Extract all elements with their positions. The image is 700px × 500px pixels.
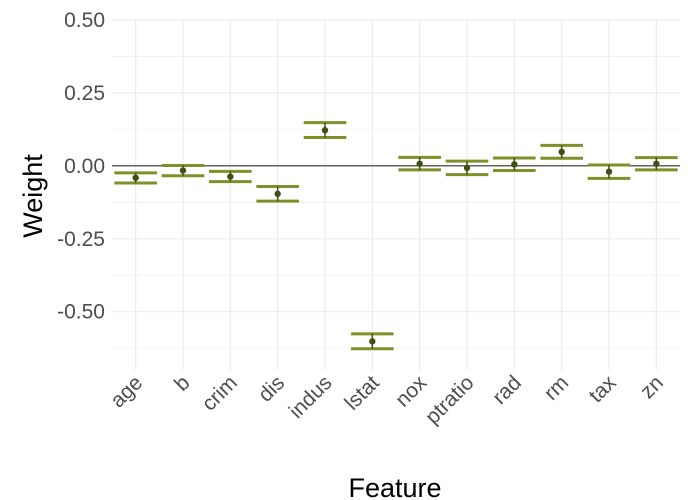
x-tick-label: zn: [636, 371, 668, 403]
x-tick-label: nox: [391, 371, 432, 412]
x-tick-label: crim: [198, 371, 242, 415]
y-tick-label: 0.00: [64, 155, 105, 178]
x-tick-label: age: [106, 371, 147, 412]
data-point: [416, 160, 423, 167]
y-axis-ticks: 0.50 0.25 0.00 -0.25 -0.50: [57, 9, 105, 324]
x-tick-label: b: [170, 371, 195, 396]
data-points: [132, 127, 660, 345]
data-point: [321, 127, 329, 134]
data-point: [274, 190, 281, 198]
x-tick-label: dis: [254, 371, 289, 406]
x-tick-label: tax: [584, 371, 620, 407]
x-tick-label: ptratio: [421, 371, 479, 429]
x-tick-label: rm: [540, 371, 574, 405]
data-point: [605, 168, 613, 175]
y-axis-title: Weight: [18, 154, 48, 238]
data-point: [227, 173, 234, 180]
data-point: [558, 148, 565, 156]
y-tick-label: 0.50: [64, 9, 105, 32]
data-point: [463, 164, 471, 172]
x-tick-label: indus: [285, 371, 337, 423]
data-point: [653, 160, 660, 167]
y-tick-label: -0.25: [57, 228, 105, 251]
grid: [112, 19, 680, 370]
x-tick-label: lstat: [340, 371, 384, 415]
data-point: [369, 338, 376, 345]
error-bars: [114, 121, 678, 351]
x-tick-label: rad: [488, 371, 526, 409]
y-tick-label: -0.50: [57, 301, 105, 324]
x-axis-title: Feature: [348, 473, 441, 500]
data-point: [179, 167, 187, 174]
data-point: [132, 174, 139, 181]
y-tick-label: 0.25: [64, 82, 105, 105]
data-point: [511, 161, 518, 168]
